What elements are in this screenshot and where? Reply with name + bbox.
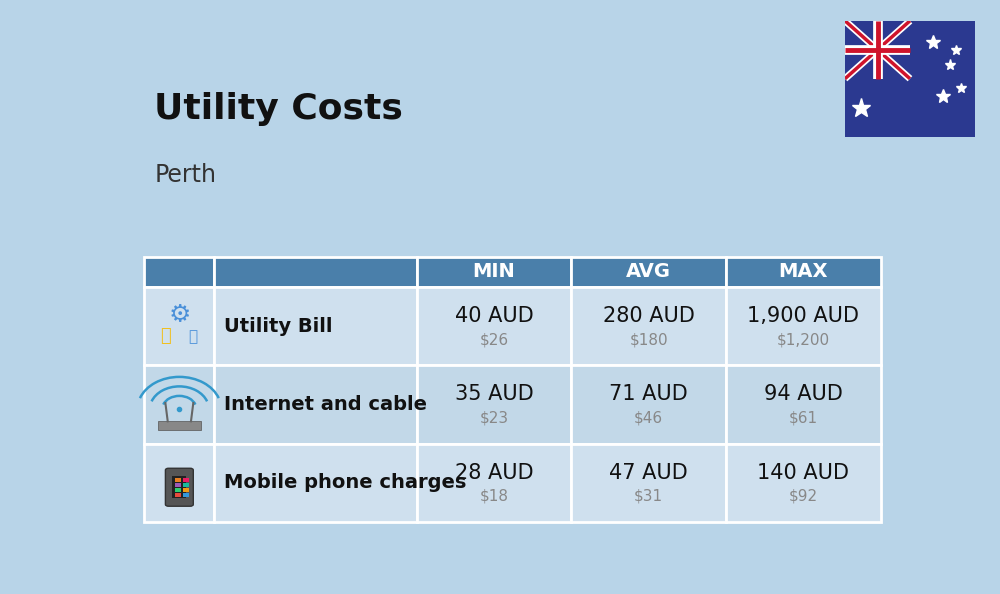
Text: 🚰: 🚰 — [189, 328, 198, 344]
Bar — [175, 488, 181, 492]
Bar — [214, 257, 417, 287]
Text: $61: $61 — [789, 410, 818, 426]
Bar — [214, 365, 417, 444]
Bar — [214, 287, 417, 365]
Bar — [144, 365, 214, 444]
Bar — [183, 493, 189, 497]
Bar — [158, 421, 201, 429]
Text: 40 AUD: 40 AUD — [455, 306, 533, 326]
Text: 35 AUD: 35 AUD — [455, 384, 533, 405]
Text: Perth: Perth — [154, 163, 216, 187]
Text: 1,900 AUD: 1,900 AUD — [747, 306, 859, 326]
Text: Mobile phone charges: Mobile phone charges — [224, 473, 466, 492]
Text: MIN: MIN — [473, 263, 515, 282]
Bar — [183, 483, 189, 486]
Text: 28 AUD: 28 AUD — [455, 463, 533, 482]
Text: $46: $46 — [634, 410, 663, 426]
Text: Internet and cable: Internet and cable — [224, 395, 427, 414]
Bar — [726, 287, 881, 365]
Text: 47 AUD: 47 AUD — [609, 463, 688, 482]
Text: MAX: MAX — [779, 263, 828, 282]
Text: $92: $92 — [789, 489, 818, 504]
Text: ⚙: ⚙ — [168, 303, 191, 327]
Bar — [214, 444, 417, 522]
Bar — [183, 488, 189, 492]
FancyBboxPatch shape — [165, 468, 193, 506]
Bar — [417, 257, 571, 287]
Text: $180: $180 — [629, 333, 668, 347]
Text: $31: $31 — [634, 489, 663, 504]
Text: AVG: AVG — [626, 263, 671, 282]
Bar — [175, 478, 181, 482]
Text: $1,200: $1,200 — [777, 333, 830, 347]
Bar — [172, 476, 186, 498]
Text: $23: $23 — [480, 410, 509, 426]
Bar — [417, 365, 571, 444]
Bar — [571, 444, 726, 522]
Bar — [571, 365, 726, 444]
Bar — [144, 257, 214, 287]
Bar — [571, 287, 726, 365]
Text: Utility Costs: Utility Costs — [154, 92, 403, 126]
Bar — [417, 287, 571, 365]
Text: 71 AUD: 71 AUD — [609, 384, 688, 405]
Text: Utility Bill: Utility Bill — [224, 317, 332, 336]
Bar — [175, 493, 181, 497]
Text: 🔌: 🔌 — [160, 327, 171, 345]
Bar — [571, 257, 726, 287]
Text: 94 AUD: 94 AUD — [764, 384, 843, 405]
Bar — [726, 257, 881, 287]
Text: 140 AUD: 140 AUD — [757, 463, 849, 482]
Bar — [144, 444, 214, 522]
Bar — [726, 365, 881, 444]
Bar — [417, 444, 571, 522]
Bar — [183, 478, 189, 482]
Text: 280 AUD: 280 AUD — [603, 306, 695, 326]
Bar — [175, 483, 181, 486]
Bar — [726, 444, 881, 522]
Text: $18: $18 — [480, 489, 509, 504]
Bar — [144, 287, 214, 365]
Text: $26: $26 — [480, 333, 509, 347]
